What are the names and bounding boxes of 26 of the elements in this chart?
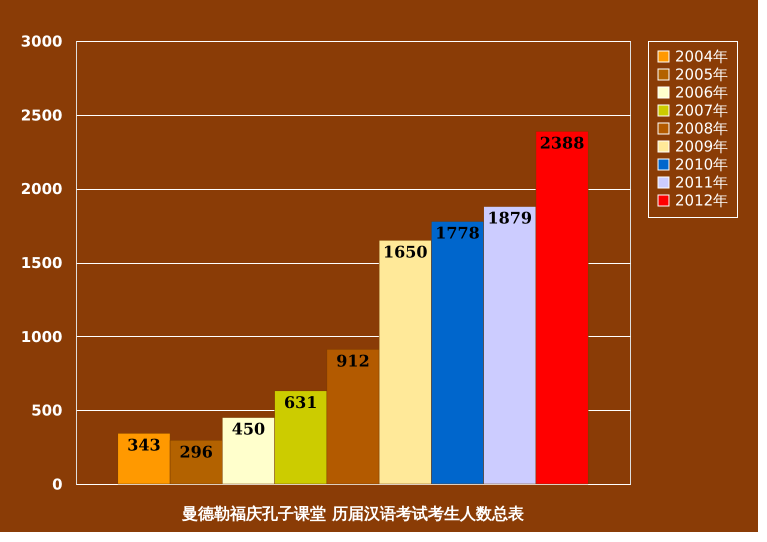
legend-label: 2007年: [675, 102, 728, 120]
data-label: 296: [180, 442, 213, 462]
y-tick-label: 500: [31, 402, 62, 420]
legend-label: 2004年: [675, 48, 728, 66]
data-label: 1879: [488, 208, 532, 228]
data-label: 2388: [540, 133, 584, 152]
y-tick-label: 1500: [20, 254, 62, 272]
data-label: 450: [232, 420, 266, 439]
text: 曼德勒福庆孔子课堂 历届汉语考试考生人数总表: [181, 504, 525, 523]
y-tick-label: 1000: [20, 328, 62, 346]
y-tick-label: 3000: [20, 32, 62, 50]
y-tick-label: 2500: [20, 106, 62, 124]
data-label: 1650: [383, 242, 428, 262]
data-label: 1778: [435, 223, 480, 242]
y-tick-label: 0: [52, 476, 62, 494]
data-label: 631: [284, 392, 318, 412]
data-label: 343: [127, 435, 161, 454]
legend-label: 2012年: [675, 192, 728, 210]
data-label: 912: [336, 351, 370, 370]
legend-label: 2010年: [675, 156, 728, 174]
legend-label: 2008年: [675, 120, 728, 138]
legend-label: 2011年: [675, 174, 728, 192]
legend-label: 2005年: [675, 66, 728, 84]
legend-label: 2006年: [675, 84, 728, 102]
y-tick-label: 2000: [20, 180, 62, 198]
legend-label: 2009年: [675, 138, 728, 156]
